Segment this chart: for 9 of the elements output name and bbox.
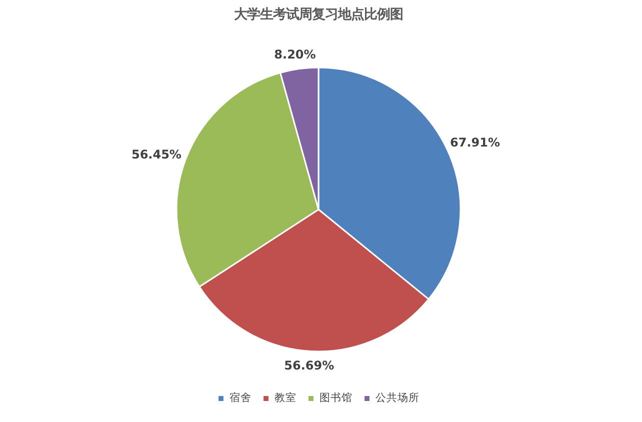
legend-label: 图书馆 <box>320 391 352 405</box>
chart-title: 大学生考试周复习地点比例图 <box>234 6 403 22</box>
legend-label: 宿舍 <box>230 391 252 405</box>
data-label: 56.45% <box>131 147 182 162</box>
legend-label: 教室 <box>274 391 296 405</box>
data-label: 56.69% <box>284 358 334 372</box>
data-label: 8.20% <box>274 48 316 62</box>
data-label: 67.91% <box>450 135 500 150</box>
legend-label: 公共场所 <box>376 391 420 405</box>
